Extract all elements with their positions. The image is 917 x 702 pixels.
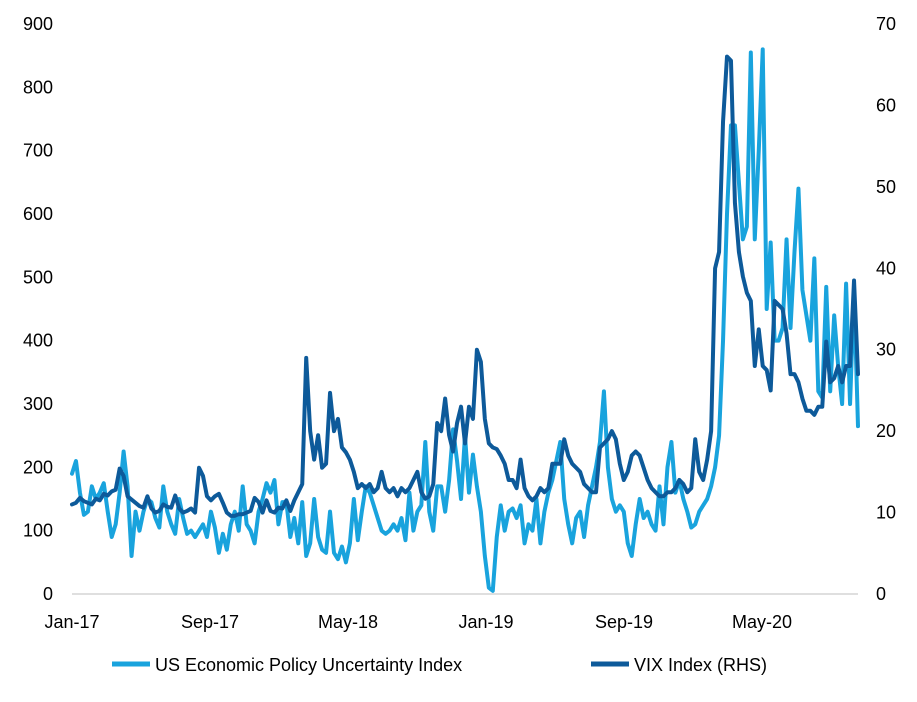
legend-label-vix: VIX Index (RHS) — [634, 655, 767, 675]
x-tick-label: May-20 — [732, 612, 792, 632]
legend-item-epu: US Economic Policy Uncertainty Index — [112, 655, 462, 675]
right-y-tick-label: 0 — [876, 584, 886, 604]
x-tick-label: May-18 — [318, 612, 378, 632]
right-y-tick-label: 60 — [876, 95, 896, 115]
left-y-tick-label: 900 — [23, 14, 53, 34]
left-y-tick-label: 800 — [23, 77, 53, 97]
right-y-axis: 0 10 20 30 40 50 60 70 — [876, 14, 896, 604]
x-axis-ticks: Jan-17 Sep-17 May-18 Jan-19 Sep-19 May-20 — [44, 612, 792, 632]
left-y-tick-label: 200 — [23, 457, 53, 477]
right-y-tick-label: 50 — [876, 177, 896, 197]
left-y-tick-label: 300 — [23, 394, 53, 414]
x-tick-label: Sep-17 — [181, 612, 239, 632]
x-tick-label: Sep-19 — [595, 612, 653, 632]
left-y-tick-label: 700 — [23, 141, 53, 161]
legend: US Economic Policy Uncertainty Index VIX… — [112, 655, 767, 675]
series-layer — [70, 47, 860, 593]
legend-label-epu: US Economic Policy Uncertainty Index — [155, 655, 462, 675]
legend-item-vix: VIX Index (RHS) — [591, 655, 767, 675]
x-tick-label: Jan-17 — [44, 612, 99, 632]
series-line-vix — [70, 54, 860, 518]
right-y-tick-label: 20 — [876, 421, 896, 441]
left-y-axis: 0 100 200 300 400 500 600 700 800 900 — [23, 14, 53, 604]
left-y-tick-label: 600 — [23, 204, 53, 224]
right-y-tick-label: 70 — [876, 14, 896, 34]
right-y-tick-label: 30 — [876, 340, 896, 360]
left-y-tick-label: 500 — [23, 267, 53, 287]
x-tick-label: Jan-19 — [458, 612, 513, 632]
left-y-tick-label: 0 — [43, 584, 53, 604]
right-y-tick-label: 40 — [876, 258, 896, 278]
left-y-tick-label: 400 — [23, 331, 53, 351]
right-y-tick-label: 10 — [876, 503, 896, 523]
left-y-tick-label: 100 — [23, 521, 53, 541]
